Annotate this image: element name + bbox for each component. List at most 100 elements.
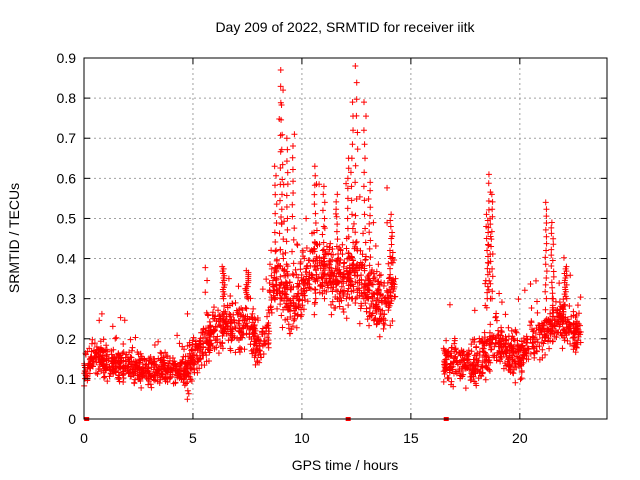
spike-point [549, 257, 556, 264]
data-point [115, 372, 122, 379]
spike-point [387, 253, 394, 260]
data-point [209, 311, 216, 318]
spike-point [348, 197, 355, 204]
data-point [197, 356, 204, 363]
data-point [295, 304, 302, 311]
data-point [106, 373, 113, 380]
spike-point [289, 154, 296, 161]
data-point [187, 361, 194, 368]
data-point [460, 348, 467, 355]
spike-point [290, 260, 297, 267]
data-point [116, 363, 123, 370]
data-point [301, 296, 308, 303]
data-point [326, 244, 333, 251]
data-point [156, 379, 163, 386]
spike-point [361, 169, 368, 176]
spike-point [352, 295, 359, 302]
data-point [101, 357, 108, 364]
data-point [260, 350, 267, 357]
data-point [157, 374, 164, 381]
data-point [476, 369, 483, 376]
data-point [378, 279, 385, 286]
data-point [203, 338, 210, 345]
spike-point [487, 258, 494, 265]
data-point [343, 180, 350, 187]
spike-point [347, 281, 354, 288]
spike-point [284, 146, 291, 153]
data-point [332, 304, 339, 311]
data-point [239, 306, 246, 313]
spike-point [367, 279, 374, 286]
spike-point [550, 273, 557, 280]
spike-point [366, 245, 373, 252]
data-point [505, 363, 512, 370]
data-point [471, 339, 478, 346]
data-point [169, 371, 176, 378]
spike-point [352, 179, 359, 186]
data-point [385, 260, 392, 267]
spike-point [344, 275, 351, 282]
spike-point [290, 236, 297, 243]
spike-point [290, 178, 297, 185]
spike-point [353, 112, 360, 119]
spike-point [360, 127, 367, 134]
data-point [120, 357, 127, 364]
data-point [160, 371, 167, 378]
data-point [532, 277, 539, 284]
data-point [170, 361, 177, 368]
data-point [161, 375, 168, 382]
data-point [543, 332, 550, 339]
data-point [201, 331, 208, 338]
spike-point [484, 247, 491, 254]
spike-point [352, 63, 359, 70]
spike-point [485, 229, 492, 236]
spike-point [277, 165, 284, 172]
data-point [200, 326, 207, 333]
data-point [102, 364, 109, 371]
data-point [549, 330, 556, 337]
spike-point [320, 183, 327, 190]
spike-point [271, 295, 278, 302]
spike-point [489, 288, 496, 295]
data-point [126, 349, 133, 356]
y-tick-label: 0.4 [57, 251, 77, 267]
data-point [332, 276, 339, 283]
data-point [251, 341, 258, 348]
data-point [384, 219, 391, 226]
data-point [292, 266, 299, 273]
data-point [126, 357, 133, 364]
spike-point [272, 191, 279, 198]
data-point [376, 333, 383, 340]
spike-point [353, 245, 360, 252]
spike-point [367, 204, 374, 211]
data-point [505, 324, 512, 331]
data-point [320, 246, 327, 253]
data-point [507, 368, 514, 375]
data-point [204, 277, 211, 284]
data-point [521, 287, 528, 294]
data-point [298, 271, 305, 278]
data-point [184, 310, 191, 317]
spike-point [542, 226, 549, 233]
data-point [560, 308, 567, 315]
spike-point [283, 135, 290, 142]
data-point [180, 353, 187, 360]
data-point [374, 295, 381, 302]
data-point [227, 345, 234, 352]
data-point [295, 274, 302, 281]
data-point [551, 333, 558, 340]
data-point [560, 318, 567, 325]
spike-point [278, 279, 285, 286]
data-point [535, 322, 542, 329]
data-point [259, 329, 266, 336]
data-point [329, 298, 336, 305]
data-point [573, 318, 580, 325]
data-point [566, 323, 573, 330]
data-point [512, 357, 519, 364]
data-point [478, 338, 485, 345]
data-point [484, 365, 491, 372]
spike-point [333, 273, 340, 280]
data-point [251, 315, 258, 322]
data-point [539, 334, 546, 341]
spike-point [387, 289, 394, 296]
